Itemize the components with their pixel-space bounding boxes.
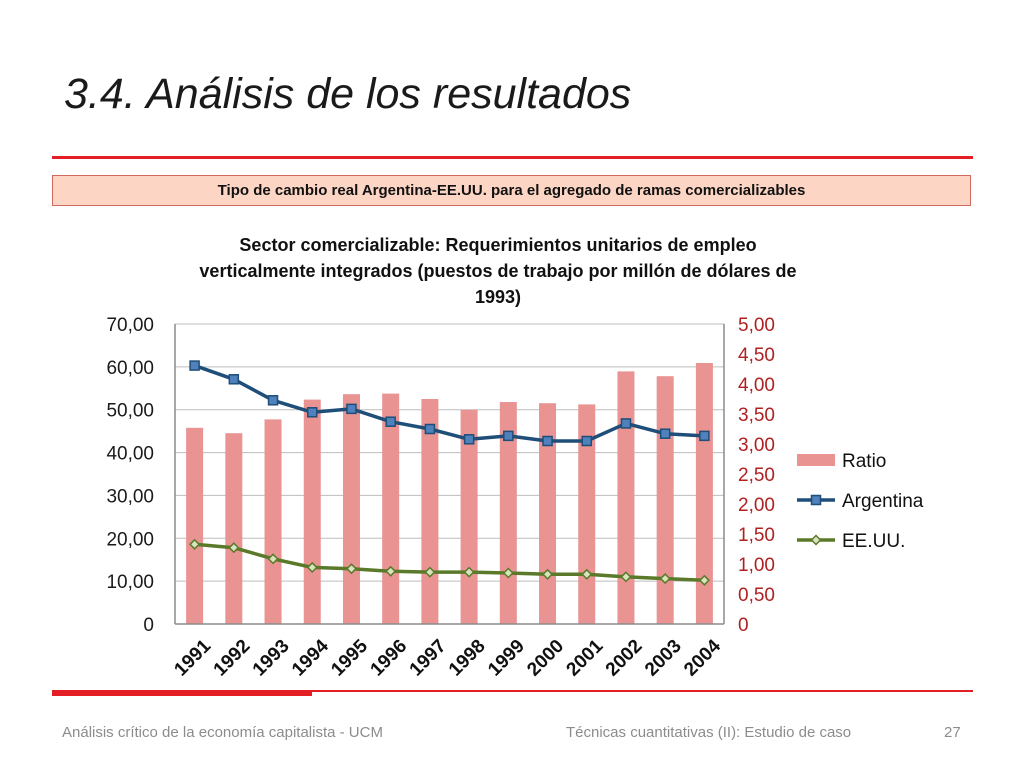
right-axis-tick-label: 3,00	[738, 435, 775, 456]
right-axis-tick-label: 2,00	[738, 495, 775, 516]
argentina-point	[307, 407, 318, 418]
eeuu-line	[194, 542, 705, 583]
right-axis-tick-label: 4,50	[738, 345, 775, 366]
eeuu-point	[385, 565, 397, 577]
x-axis-tick-label: 2004	[680, 635, 725, 680]
left-axis-tick-label: 0	[143, 615, 154, 636]
x-axis-tick-label: 1991	[170, 635, 215, 680]
bottom-divider-accent	[52, 690, 312, 696]
legend-marker	[810, 494, 822, 506]
ratio-bar	[539, 403, 557, 624]
ratio-bar	[695, 363, 713, 624]
ratio-bar	[225, 433, 243, 624]
ratio-bar	[264, 419, 282, 624]
x-axis-tick-label: 1996	[367, 636, 412, 681]
argentina-point	[424, 423, 436, 435]
x-axis-tick-label: 1993	[249, 636, 294, 681]
chart-title-line: verticalmente integrados (puestos de tra…	[199, 261, 796, 281]
argentina-line	[194, 363, 705, 443]
x-axis-tick-label: 2001	[563, 635, 608, 680]
eeuu-point	[698, 574, 710, 586]
ratio-bar	[656, 376, 674, 624]
argentina-point	[228, 374, 240, 385]
argentina-point	[346, 403, 357, 415]
chart-title-line: Sector comercializable: Requerimientos u…	[239, 235, 756, 255]
footer-course: Análisis crítico de la economía capitali…	[62, 724, 383, 741]
x-axis-tick-label: 1994	[288, 635, 333, 680]
ratio-bar	[342, 394, 360, 624]
subtitle-box: Tipo de cambio real Argentina-EE.UU. par…	[52, 175, 971, 206]
argentina-point	[189, 360, 200, 371]
left-axis-tick-label: 50,00	[106, 401, 154, 422]
chart-legend: Ratio Argentina EE.UU.	[797, 451, 924, 552]
argentina-point	[385, 416, 396, 427]
ratio-bar	[382, 393, 400, 624]
eeuu-point	[189, 538, 201, 550]
x-axis-tick-label: 1997	[406, 636, 451, 681]
right-axis-tick-label: 1,50	[738, 525, 775, 546]
slide-title: 3.4. Análisis de los resultados	[64, 70, 632, 118]
left-axis-tick-label: 60,00	[106, 358, 154, 379]
right-axis-tick-label: 2,50	[738, 465, 775, 486]
x-axis-tick-label: 2002	[602, 636, 647, 681]
right-axis-tick-label: 0	[738, 615, 749, 636]
legend-label: Ratio	[842, 451, 886, 472]
eeuu-point	[345, 563, 358, 575]
eeuu-point	[581, 568, 593, 580]
eeuu-point	[659, 573, 671, 585]
argentina-point	[267, 395, 279, 406]
x-axis-tick-label: 1998	[445, 636, 490, 681]
bottom-divider	[52, 690, 973, 692]
argentina-point	[620, 418, 632, 429]
left-axis-tick-label: 30,00	[106, 486, 154, 507]
eeuu-point	[306, 561, 318, 573]
left-axis-tick-label: 20,00	[106, 529, 154, 550]
ratio-bar	[617, 371, 635, 624]
employment-chart: Sector comercializable: Requerimientos u…	[106, 235, 924, 681]
eeuu-point	[502, 567, 514, 579]
argentina-point	[699, 430, 710, 442]
argentina-point	[542, 435, 553, 447]
top-divider	[52, 156, 973, 159]
argentina-point	[659, 428, 671, 439]
argentina-point	[463, 434, 475, 445]
footer-topic: Técnicas cuantitativas (II): Estudio de …	[566, 724, 852, 741]
legend-label: EE.UU.	[842, 531, 905, 552]
eeuu-point	[228, 542, 240, 554]
legend-marker	[810, 534, 822, 546]
ratio-bar	[578, 404, 596, 624]
eeuu-point	[463, 566, 475, 578]
x-axis-tick-label: 1995	[327, 635, 372, 680]
argentina-point	[581, 435, 592, 447]
series-lines	[189, 360, 710, 586]
ratio-bar	[186, 427, 204, 624]
eeuu-point	[424, 566, 436, 578]
x-axis-tick-label: 2003	[641, 636, 686, 681]
eeuu-point	[620, 571, 632, 583]
right-axis-tick-label: 3,50	[738, 405, 775, 426]
chart-title: Sector comercializable: Requerimientos u…	[199, 235, 796, 307]
right-axis-tick-label: 0,50	[738, 585, 775, 606]
chart-title-line: 1993)	[475, 287, 521, 307]
left-axis-tick-label: 70,00	[106, 315, 154, 336]
ratio-bar	[421, 399, 439, 624]
right-axis-tick-label: 5,00	[738, 315, 775, 336]
ratio-bar	[499, 402, 517, 624]
left-axis-tick-label: 10,00	[106, 572, 154, 593]
right-axis-tick-label: 1,00	[738, 555, 775, 576]
legend-label: Argentina	[842, 491, 924, 512]
x-axis-tick-label: 1999	[484, 636, 529, 681]
eeuu-point	[267, 553, 279, 565]
right-axis-tick-label: 4,00	[738, 375, 775, 396]
legend-swatch-ratio	[797, 454, 835, 466]
left-axis-tick-label: 40,00	[106, 444, 154, 465]
x-axis-tick-label: 1992	[210, 636, 255, 681]
eeuu-point	[541, 568, 554, 580]
ratio-bar	[303, 399, 321, 624]
x-axis-tick-label: 2000	[523, 636, 568, 681]
argentina-point	[503, 430, 514, 442]
page-number: 27	[944, 724, 961, 741]
subtitle-text: Tipo de cambio real Argentina-EE.UU. par…	[217, 182, 806, 199]
ratio-bars	[186, 363, 713, 624]
